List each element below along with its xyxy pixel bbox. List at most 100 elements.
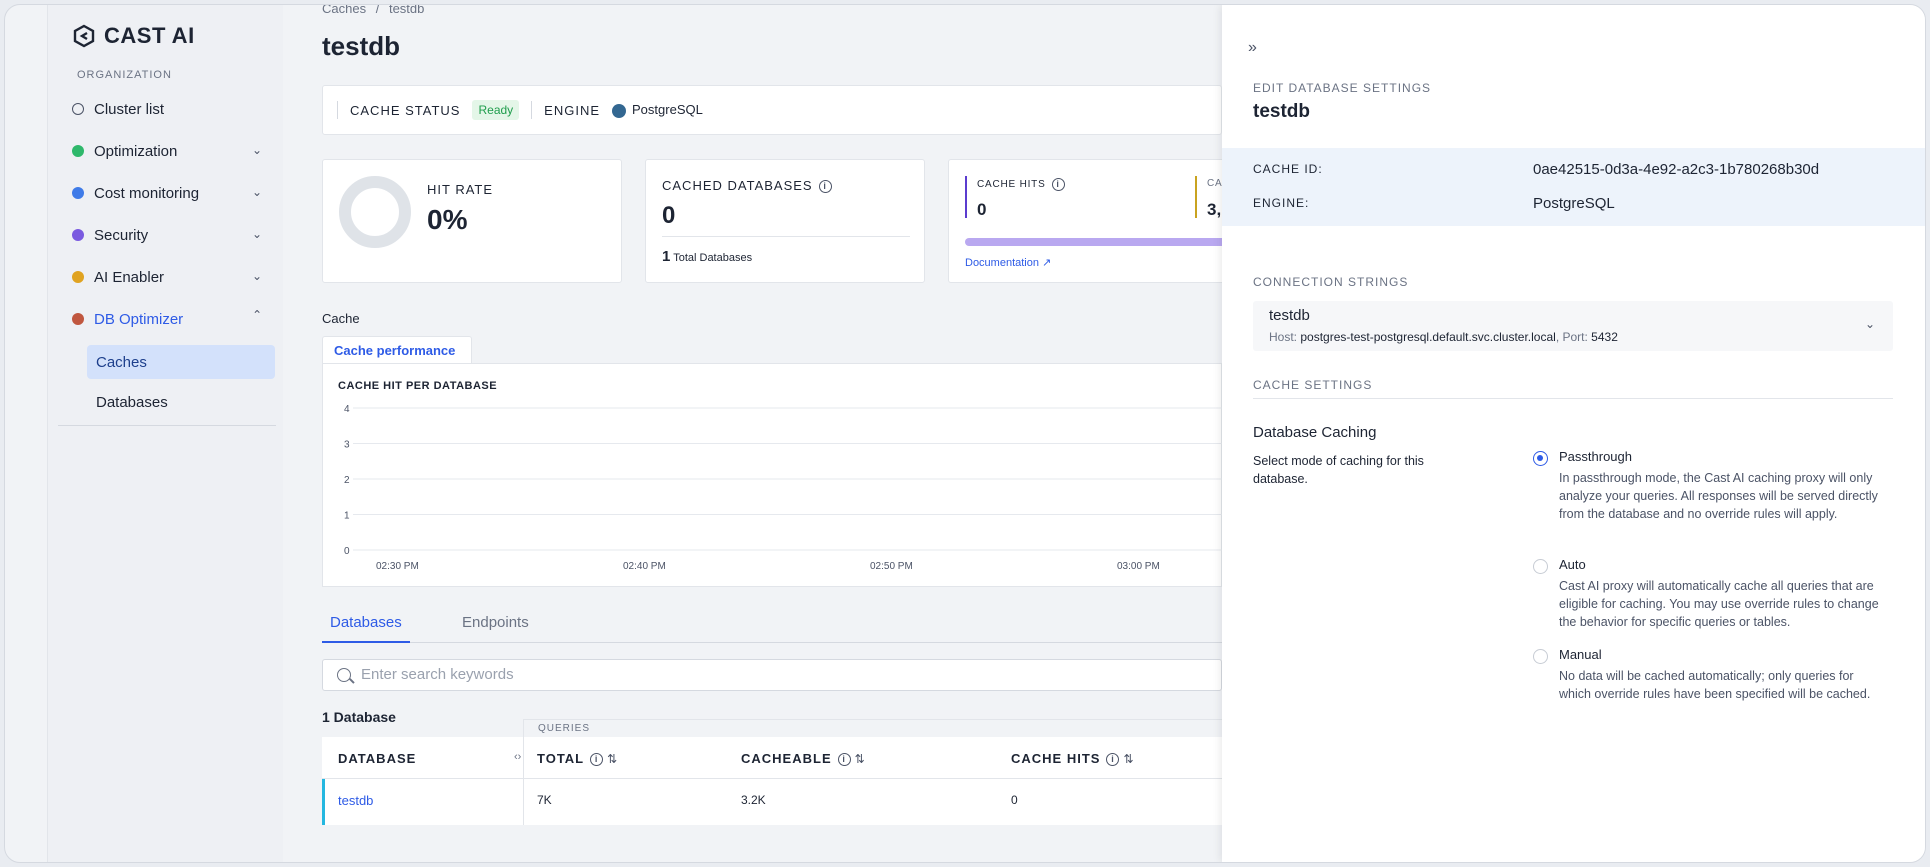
drawer-title: testdb — [1253, 101, 1310, 122]
main-content: Caches / testdb testdb CACHE STATUS Read… — [283, 4, 1925, 862]
cache-settings-label: CACHE SETTINGS — [1253, 378, 1373, 392]
cacheable-label-partial: CAC — [1207, 178, 1231, 189]
sidebar-item-db-optimizer[interactable]: DB Optimizer ⌄ — [72, 305, 270, 333]
option-label: Manual — [1559, 647, 1602, 662]
hits-progress-bar — [965, 238, 1239, 246]
column-header-total-wrap[interactable]: TOTAL i ⇅ — [537, 751, 619, 767]
chevron-down-icon[interactable]: ⌄ — [1864, 317, 1875, 331]
cache-id-label: CACHE ID: — [1253, 162, 1323, 176]
option-label: Auto — [1559, 557, 1586, 572]
option-description: Cast AI proxy will automatically cache a… — [1559, 579, 1879, 629]
postgresql-icon — [612, 103, 627, 118]
table-header: DATABASE ‹› TOTAL i ⇅ CACHEABLE i ⇅ CACHE HI… — [322, 737, 1222, 779]
sidebar-item-label: AI Enabler — [94, 268, 165, 286]
connection-string-item[interactable]: testdb Host: postgres-test-postgresql.de… — [1253, 301, 1893, 351]
cache-hits-cell: 0 — [1011, 793, 1018, 807]
chevron-down-icon: ⌄ — [251, 185, 262, 199]
radio-auto[interactable] — [1533, 559, 1548, 574]
sidebar-subitem-caches[interactable]: Caches — [87, 345, 275, 379]
status-badge: Ready — [472, 100, 520, 120]
brand-name: CAST AI — [104, 23, 195, 48]
search-input[interactable] — [361, 666, 1161, 683]
logo[interactable]: CAST AI — [72, 23, 195, 49]
database-link[interactable]: testdb — [338, 793, 374, 808]
column-resize-handle[interactable]: ‹› — [514, 751, 522, 763]
tab-cache-performance[interactable]: Cache performance — [322, 336, 472, 364]
y-tick-label: 2 — [344, 475, 350, 486]
sort-icon[interactable]: ⇅ — [1123, 752, 1135, 766]
info-icon[interactable]: i — [837, 753, 851, 767]
chart-title: CACHE HIT PER DATABASE — [338, 380, 498, 392]
page-title: testdb — [322, 31, 400, 61]
database-caching-description: Select mode of caching for this database… — [1253, 454, 1424, 486]
column-header-cacheable-wrap[interactable]: CACHEABLE i ⇅ — [741, 751, 866, 767]
info-icon[interactable]: i — [590, 753, 604, 767]
info-icon[interactable]: i — [1051, 178, 1065, 191]
sidebar-item-label: DB Optimizer — [94, 310, 184, 328]
cached-databases-value: 0 — [662, 202, 676, 229]
breadcrumb-caches-link[interactable]: Caches — [322, 4, 367, 16]
sidebar-subitem-databases[interactable]: Databases — [96, 393, 168, 411]
breadcrumb-current: testdb — [388, 4, 425, 16]
info-icon[interactable]: i — [1106, 753, 1120, 767]
chevron-up-icon: ⌄ — [251, 307, 262, 321]
sort-icon[interactable]: ⇅ — [607, 752, 619, 766]
search-icon — [337, 668, 351, 682]
drawer-eyebrow: EDIT DATABASE SETTINGS — [1253, 81, 1432, 95]
port-value: 5432 — [1591, 330, 1618, 344]
table-row[interactable]: testdb 7K 3.2K 0 — [322, 779, 1222, 825]
total-databases: 1 Total Databases — [662, 248, 752, 265]
cast-ai-logo-icon — [73, 24, 95, 48]
sort-icon[interactable]: ⇅ — [854, 752, 866, 766]
engine-value: PostgreSQL — [1533, 195, 1615, 212]
collapse-drawer-icon[interactable]: » — [1248, 39, 1257, 56]
x-tick-label: 02:40 PM — [623, 561, 666, 572]
breadcrumb: Caches / testdb — [322, 4, 425, 16]
organization-label: ORGANIZATION — [77, 69, 172, 81]
column-header-database[interactable]: DATABASE — [338, 751, 417, 766]
column-header-cache-hits-wrap[interactable]: CACHE HITS i ⇅ — [1011, 751, 1135, 767]
column-header-cache-hits: CACHE HITS — [1011, 751, 1101, 766]
radio-passthrough[interactable] — [1533, 451, 1548, 466]
search-box — [322, 659, 1222, 691]
cache-hits-label: CACHE HITS — [977, 179, 1046, 191]
sidebar-item-security[interactable]: Security ⌄ — [72, 221, 270, 249]
connection-strings-label: CONNECTION STRINGS — [1253, 275, 1409, 289]
tab-endpoints[interactable]: Endpoints — [462, 614, 529, 631]
cacheable-cell: 3.2K — [741, 793, 766, 807]
sidebar-item-label: Optimization — [94, 142, 178, 160]
y-tick-label: 0 — [344, 546, 350, 557]
divider — [662, 236, 910, 237]
y-tick-label: 1 — [344, 511, 350, 522]
sidebar-item-cluster-list[interactable]: Cluster list — [72, 95, 270, 123]
sidebar-item-cost-monitoring[interactable]: Cost monitoring ⌄ — [72, 179, 270, 207]
chart-container: CACHE HIT PER DATABASE 0 1 2 3 4 02:30 PM 02:4… — [322, 363, 1223, 587]
sidebar-item-ai-enabler[interactable]: AI Enabler ⌄ — [72, 263, 270, 291]
column-header-total: TOTAL — [537, 751, 585, 766]
sidebar-item-optimization[interactable]: Optimization ⌄ — [72, 137, 270, 165]
divider — [1253, 398, 1893, 399]
y-tick-label: 3 — [344, 440, 350, 451]
divider — [531, 101, 533, 119]
cache-hits-label-wrap: CACHE HITS i — [977, 178, 1065, 191]
documentation-link-wrap[interactable]: Documentation ↗ — [965, 256, 1051, 269]
chevron-down-icon: ⌄ — [251, 143, 262, 157]
engine-label: ENGINE — [544, 102, 601, 118]
host-value: postgres-test-postgresql.default.svc.clu… — [1300, 330, 1556, 344]
radio-manual[interactable] — [1533, 649, 1548, 664]
databases-table: QUERIES DATABASE ‹› TOTAL i ⇅ CACHEABLE i ⇅ … — [322, 719, 1223, 827]
sidebar-divider — [58, 425, 276, 426]
database-caching-title: Database Caching — [1253, 424, 1377, 441]
cache-hits-card: CACHE HITS i 0 CAC 3,1 Documentation ↗ — [948, 159, 1239, 283]
hit-rate-value: 0% — [427, 204, 468, 235]
x-tick-label: 03:00 PM — [1117, 561, 1160, 572]
total-databases-label: Total Databases — [673, 252, 753, 264]
tab-bar: Databases Endpoints — [322, 609, 1222, 643]
cached-databases-card: CACHED DATABASES i 0 1 Total Databases — [645, 159, 925, 283]
documentation-link[interactable]: Documentation — [965, 257, 1039, 269]
info-icon[interactable]: i — [818, 180, 832, 194]
host-label: Host: — [1269, 330, 1298, 344]
tab-databases[interactable]: Databases — [322, 609, 410, 643]
divider — [337, 101, 338, 119]
port-label: , Port: — [1555, 330, 1588, 344]
